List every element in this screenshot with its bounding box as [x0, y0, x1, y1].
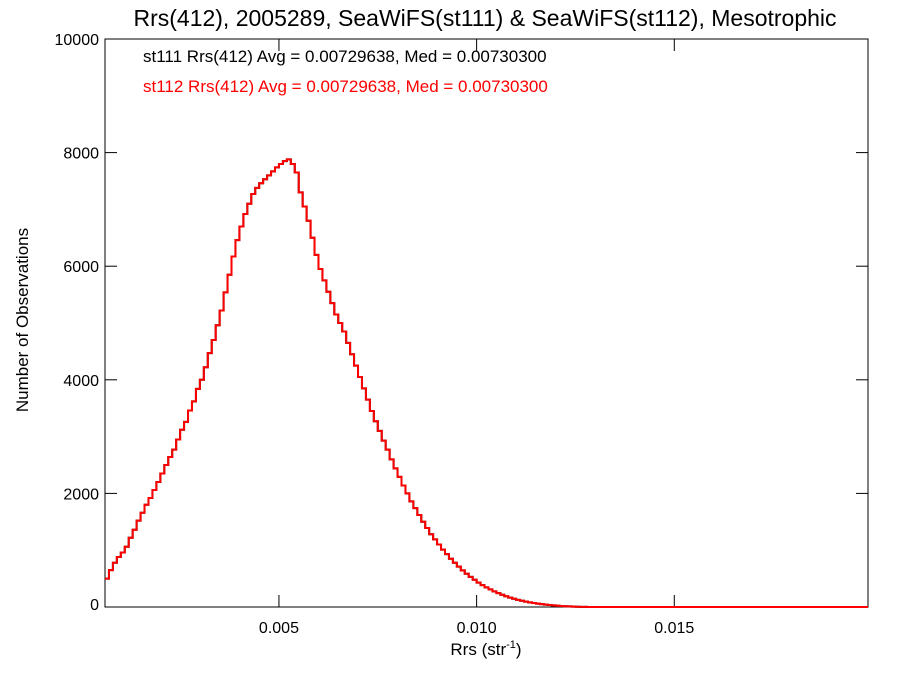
histogram-series-st111 — [105, 158, 868, 608]
y-tick-label: 8000 — [63, 146, 99, 163]
plot-frame — [104, 38, 869, 608]
histogram-series-st112 — [105, 158, 868, 608]
x-tick-label: 0.010 — [457, 620, 497, 637]
x-axis-label-main: Rrs (str — [450, 640, 506, 659]
x-axis-label-sup: -1 — [506, 639, 516, 651]
x-tick-label: 0.015 — [654, 620, 694, 637]
chart-title: Rrs(412), 2005289, SeaWiFS(st111) & SeaW… — [133, 5, 836, 31]
x-axis-label: Rrs (str-1) — [450, 639, 521, 659]
x-axis: 0.005 0.010 0.015 — [259, 39, 694, 637]
y-tick-label: 2000 — [63, 486, 99, 503]
annotation-st112: st112 Rrs(412) Avg = 0.00729638, Med = 0… — [143, 77, 548, 96]
x-axis-label-close: ) — [516, 640, 522, 659]
y-tick-label: 0 — [90, 597, 99, 614]
y-axis-label: Number of Observations — [13, 228, 32, 412]
y-tick-label: 10000 — [55, 32, 100, 49]
y-tick-label: 6000 — [63, 259, 99, 276]
x-tick-label: 0.005 — [259, 620, 299, 637]
y-axis: 0 2000 4000 6000 8000 10000 — [55, 32, 868, 614]
series-layer — [105, 158, 868, 608]
annotation-st111: st111 Rrs(412) Avg = 0.00729638, Med = 0… — [143, 47, 547, 66]
y-tick-label: 4000 — [63, 373, 99, 390]
